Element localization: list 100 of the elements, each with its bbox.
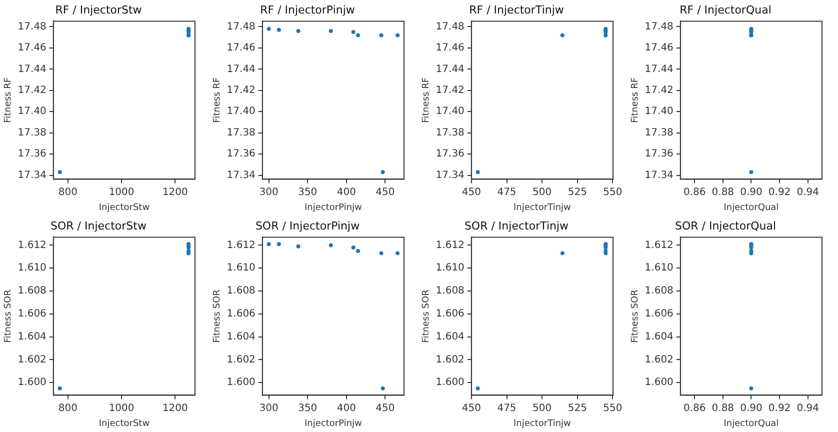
y-tick-label: 1.604 xyxy=(644,331,674,342)
y-tick-label: 1.604 xyxy=(436,331,464,342)
y-tick-label: 1.612 xyxy=(226,240,256,251)
y-axis-title: Fitness RF xyxy=(422,77,432,123)
x-tick-label: 1200 xyxy=(162,402,188,414)
chart-title: SOR / InjectorPinjw xyxy=(255,219,360,232)
x-axis-title: InjectorPinjw xyxy=(304,202,362,213)
x-tick-label: 500 xyxy=(532,186,552,198)
chart-title: SOR / InjectorQual xyxy=(674,219,776,232)
x-axis-title: InjectorStw xyxy=(98,418,150,429)
y-tick-label: 1.612 xyxy=(644,240,674,251)
y-axis-title: Fitness RF xyxy=(630,77,641,123)
y-tick-label: 17.46 xyxy=(644,42,674,54)
chart-title: RF / InjectorPinjw xyxy=(260,3,355,16)
x-axis-title: InjectorPinjw xyxy=(304,418,362,429)
x-tick-label: 0.92 xyxy=(768,186,791,198)
y-tick-label: 17.40 xyxy=(18,106,46,118)
x-axis-title: InjectorTinjw xyxy=(514,202,571,213)
y-tick-label: 1.610 xyxy=(18,262,46,274)
y-tick-label: 17.42 xyxy=(436,84,464,96)
y-tick-label: 17.38 xyxy=(436,127,464,138)
y-tick-label: 1.602 xyxy=(644,354,674,366)
x-tick-label: 400 xyxy=(336,402,356,414)
y-tick-label: 17.48 xyxy=(18,21,46,32)
y-tick-label: 1.606 xyxy=(226,308,256,320)
y-tick-label: 1.604 xyxy=(226,331,256,342)
x-tick-label: 1000 xyxy=(108,186,134,198)
y-tick-label: 1.600 xyxy=(226,377,256,388)
y-tick-label: 1.606 xyxy=(644,308,674,320)
y-axis-title: Fitness SOR xyxy=(212,290,223,343)
chart-title: RF / InjectorQual xyxy=(680,3,772,16)
x-tick-label: 800 xyxy=(58,186,78,198)
y-tick-label: 17.36 xyxy=(436,148,464,160)
y-tick-label: 1.602 xyxy=(436,354,464,366)
y-tick-label: 17.34 xyxy=(18,170,46,181)
chart-title: RF / InjectorStw xyxy=(55,3,142,16)
y-tick-label: 17.42 xyxy=(226,84,256,96)
x-tick-label: 1200 xyxy=(162,186,188,198)
x-tick-label: 450 xyxy=(462,186,481,198)
chart-title: SOR / InjectorTinjw xyxy=(464,219,569,232)
y-tick-label: 17.44 xyxy=(436,64,464,75)
chart-title: SOR / InjectorStw xyxy=(50,219,146,232)
y-tick-label: 17.46 xyxy=(226,42,256,54)
y-tick-label: 17.44 xyxy=(226,64,256,75)
x-tick-label: 350 xyxy=(298,186,318,198)
y-axis-title: Fitness SOR xyxy=(4,290,14,343)
x-tick-label: 450 xyxy=(376,402,395,414)
y-tick-label: 1.610 xyxy=(644,262,674,274)
x-tick-label: 0.92 xyxy=(768,402,791,414)
y-tick-label: 1.612 xyxy=(436,240,464,251)
y-tick-label: 1.606 xyxy=(436,308,464,320)
y-tick-label: 17.36 xyxy=(18,148,46,160)
x-tick-label: 0.94 xyxy=(796,402,819,414)
y-tick-label: 1.610 xyxy=(226,262,256,274)
y-tick-label: 1.600 xyxy=(18,377,46,388)
chart-title: RF / InjectorTinjw xyxy=(469,3,564,16)
y-axis-title: Fitness RF xyxy=(212,77,223,123)
x-axis-title: InjectorTinjw xyxy=(514,418,571,429)
x-tick-label: 475 xyxy=(497,402,516,414)
x-tick-label: 550 xyxy=(603,186,622,198)
y-tick-label: 17.44 xyxy=(644,64,674,75)
x-tick-label: 350 xyxy=(298,402,318,414)
y-tick-label: 1.600 xyxy=(644,377,674,388)
x-tick-label: 475 xyxy=(497,186,516,198)
x-tick-label: 0.88 xyxy=(712,402,734,414)
y-tick-label: 17.38 xyxy=(18,127,46,138)
y-tick-label: 17.38 xyxy=(644,127,674,138)
x-tick-label: 500 xyxy=(532,402,552,414)
x-tick-label: 450 xyxy=(462,402,481,414)
y-tick-label: 17.40 xyxy=(644,106,674,118)
y-tick-label: 17.46 xyxy=(18,42,46,54)
y-tick-label: 1.600 xyxy=(436,377,464,388)
x-tick-label: 525 xyxy=(568,402,587,414)
y-tick-label: 17.34 xyxy=(226,170,256,181)
y-tick-label: 17.42 xyxy=(18,84,46,96)
y-tick-label: 17.40 xyxy=(436,106,464,118)
y-tick-label: 17.38 xyxy=(226,127,256,138)
x-tick-label: 0.90 xyxy=(740,186,762,198)
y-axis-title: Fitness SOR xyxy=(422,290,432,343)
x-axis-title: InjectorStw xyxy=(98,202,150,213)
x-tick-label: 0.86 xyxy=(683,402,706,414)
x-tick-label: 525 xyxy=(568,186,587,198)
y-tick-label: 17.40 xyxy=(226,106,256,118)
y-tick-label: 17.42 xyxy=(644,84,674,96)
x-tick-label: 1000 xyxy=(108,402,134,414)
x-tick-label: 0.86 xyxy=(683,186,706,198)
y-tick-label: 1.604 xyxy=(18,331,46,342)
y-tick-label: 1.608 xyxy=(644,286,674,297)
y-tick-label: 17.36 xyxy=(226,148,256,160)
y-tick-label: 1.606 xyxy=(18,308,46,320)
x-axis-title: InjectorQual xyxy=(724,202,779,213)
y-axis-title: Fitness SOR xyxy=(630,290,641,343)
x-tick-label: 300 xyxy=(259,402,278,414)
y-tick-label: 17.48 xyxy=(226,21,256,32)
x-tick-label: 300 xyxy=(259,186,278,198)
y-tick-label: 1.608 xyxy=(18,286,46,297)
x-tick-label: 550 xyxy=(603,402,622,414)
x-tick-label: 0.88 xyxy=(712,186,734,198)
y-tick-label: 17.46 xyxy=(436,42,464,54)
y-tick-label: 1.608 xyxy=(226,286,256,297)
